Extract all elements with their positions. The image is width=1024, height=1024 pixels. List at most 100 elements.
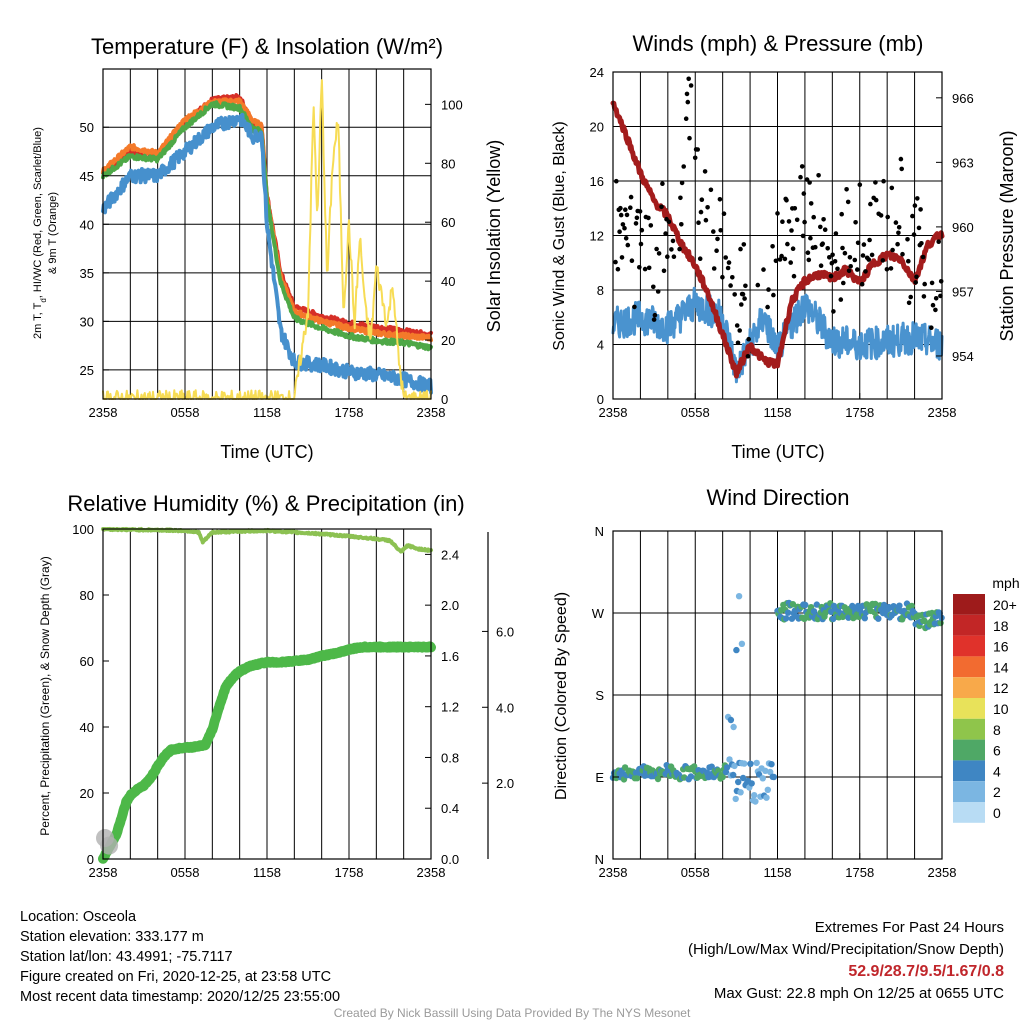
gust-point xyxy=(816,173,821,178)
legend-swatch xyxy=(953,656,985,678)
gust-point xyxy=(853,220,858,225)
gust-point xyxy=(896,225,902,230)
wind-y-tick-label: 4 xyxy=(597,338,604,353)
pressure-y2-tick-label: 957 xyxy=(952,284,974,299)
wind-x-tick-label: 0558 xyxy=(681,405,710,420)
gust-point xyxy=(842,250,848,256)
direction-point xyxy=(723,764,731,771)
direction-point xyxy=(768,761,775,768)
snow-depth-tick-label: 2.0 xyxy=(496,776,514,791)
gust-point xyxy=(651,284,656,290)
gust-point xyxy=(890,247,895,253)
gust-point xyxy=(840,245,845,251)
insolation-y2-tick-label: 80 xyxy=(441,156,455,171)
gust-point xyxy=(708,187,714,193)
gust-point xyxy=(933,307,938,313)
credit-line: Created By Nick Bassill Using Data Provi… xyxy=(333,1006,691,1020)
temperature-x-tick-label: 2358 xyxy=(417,405,446,420)
gust-point xyxy=(669,247,674,252)
wind-y-axis-label: Sonic Wind & Gust (Blue, Black) xyxy=(551,121,568,350)
gust-point xyxy=(625,242,631,248)
gust-point xyxy=(833,231,839,236)
direction-point xyxy=(770,773,778,781)
extremes-values: 52.9/28.7/9.5/1.67/0.8 xyxy=(848,963,1004,980)
gust-point xyxy=(685,99,691,105)
direction-point xyxy=(747,760,754,767)
legend-title: mph xyxy=(992,575,1019,591)
gust-point xyxy=(666,219,672,225)
gust-point xyxy=(782,256,788,262)
wind-pressure-panel: Winds (mph) & Pressure (mb) 2358 0558 1158… xyxy=(551,31,1017,462)
humidity-x-tick-label: 1758 xyxy=(335,865,364,880)
gust-point xyxy=(813,244,818,250)
gust-point xyxy=(613,259,618,265)
gust-point xyxy=(920,254,926,260)
gust-point xyxy=(822,227,828,232)
gust-point xyxy=(670,238,676,244)
gust-point xyxy=(799,164,805,169)
gust-point xyxy=(648,223,654,228)
snow-depth-point xyxy=(100,836,119,855)
pressure-y2-tick-label: 966 xyxy=(952,91,974,106)
direction-point xyxy=(735,593,743,600)
insolation-y-axis-label: Solar Insolation (Yellow) xyxy=(484,140,504,332)
gust-point xyxy=(620,222,626,227)
gust-point xyxy=(818,263,824,269)
gust-point xyxy=(771,292,776,298)
direction-point xyxy=(654,775,662,783)
gust-point xyxy=(637,265,642,270)
gust-point xyxy=(786,219,792,224)
gust-point xyxy=(619,255,625,260)
gust-point xyxy=(622,225,627,231)
direction-point xyxy=(880,601,888,609)
wind-direction-x-tick-label: 1758 xyxy=(845,865,874,880)
direction-point xyxy=(733,646,740,654)
gust-point xyxy=(846,268,852,274)
direction-point xyxy=(802,601,809,609)
temperature-y-tick-label: 40 xyxy=(80,217,94,232)
gust-point xyxy=(715,236,720,242)
temperature-y-label-sub: d xyxy=(39,298,48,302)
temperature-y-tick-label: 25 xyxy=(80,363,94,378)
extremes-subtitle: (High/Low/Max Wind/Precipitation/Snow De… xyxy=(688,941,1004,958)
legend-swatch xyxy=(953,802,985,823)
precipitation-y2-tick-label: 2.4 xyxy=(441,547,459,562)
legend-swatch xyxy=(953,594,985,615)
gust-point xyxy=(885,214,890,220)
legend-label: 20+ xyxy=(993,597,1017,613)
station-location: Location: Osceola xyxy=(20,909,137,925)
precipitation-y2-tick-label: 0.8 xyxy=(441,750,459,765)
legend-swatch xyxy=(953,698,985,719)
gust-point xyxy=(899,166,904,172)
gust-point xyxy=(726,260,732,265)
humidity-y-axis-label: Percent, Precipitation (Green), & Snow D… xyxy=(38,556,52,835)
gust-point xyxy=(639,227,645,233)
gust-point xyxy=(735,340,741,346)
direction-point xyxy=(687,773,695,780)
gust-point xyxy=(802,219,807,225)
gust-point xyxy=(914,274,919,280)
legend-swatch xyxy=(953,760,985,782)
gust-point xyxy=(656,251,662,256)
gust-point xyxy=(742,296,747,301)
gust-point xyxy=(801,191,807,196)
direction-point xyxy=(875,615,882,622)
direction-point xyxy=(715,767,722,774)
gust-point xyxy=(718,228,723,233)
gust-point xyxy=(721,211,727,216)
direction-point xyxy=(726,756,733,763)
gust-point xyxy=(900,251,905,257)
gust-point xyxy=(663,231,668,236)
direction-point xyxy=(730,723,737,731)
gust-point xyxy=(868,201,873,207)
direction-point xyxy=(737,789,744,796)
direction-point xyxy=(813,601,820,608)
gust-point xyxy=(618,212,624,218)
gust-point xyxy=(808,235,813,241)
wind-direction-y-tick-label: S xyxy=(595,688,604,703)
station-latlon: Station lat/lon: 43.4991; -75.7117 xyxy=(20,949,233,965)
gust-point xyxy=(773,258,779,264)
precipitation-line xyxy=(98,641,436,864)
wind-direction-title: Wind Direction xyxy=(706,485,849,510)
